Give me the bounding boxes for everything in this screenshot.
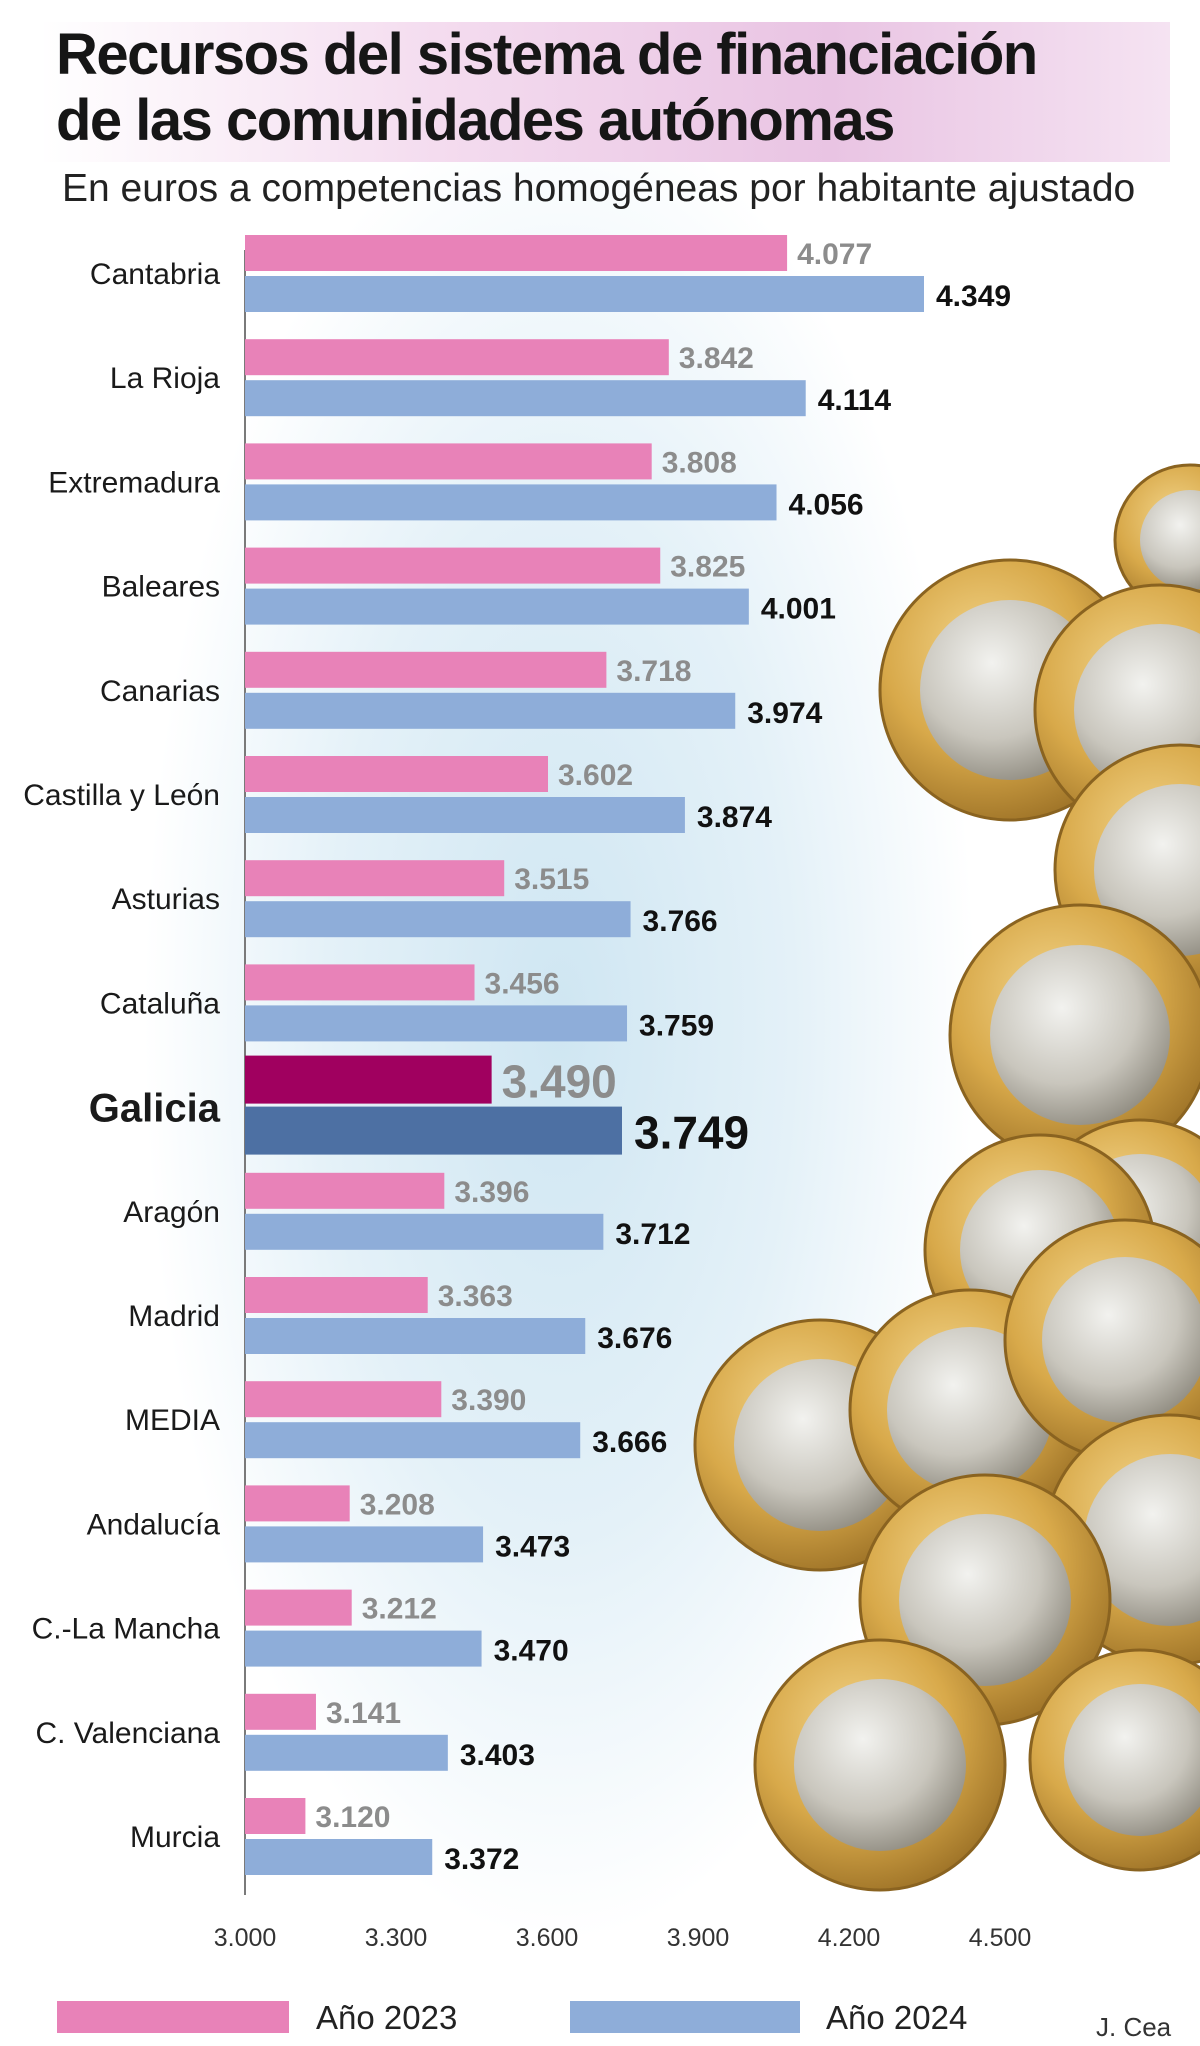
legend-label-2024: Año 2024 [826, 1999, 968, 2036]
value-label-2024-c-valenciana: 3.403 [460, 1739, 535, 1772]
value-label-2023-galicia: 3.490 [502, 1056, 617, 1108]
bar-2023-andalucia [245, 1485, 350, 1522]
value-label-2023-cataluna: 3.456 [485, 967, 560, 1000]
value-label-2024-extremadura: 4.056 [789, 488, 864, 521]
value-label-2023-aragon: 3.396 [454, 1176, 529, 1209]
value-label-2024-aragon: 3.712 [615, 1218, 690, 1251]
bar-2024-c-valenciana [245, 1734, 448, 1771]
chart-title-line-1: Recursos del sistema de financiación [56, 22, 1038, 87]
value-label-2023-canarias: 3.718 [616, 655, 691, 688]
value-label-2024-c-la-mancha: 3.470 [494, 1635, 569, 1668]
category-label-cantabria: Cantabria [90, 258, 220, 291]
category-label-aragon: Aragón [123, 1196, 220, 1229]
value-label-2024-la-rioja: 4.114 [818, 384, 892, 417]
legend-swatch-2024 [570, 2001, 800, 2033]
title-band [40, 22, 1170, 162]
value-label-2023-murcia: 3.120 [315, 1801, 390, 1834]
bar-2023-c-valenciana [245, 1693, 316, 1730]
bar-2024-galicia [245, 1106, 622, 1155]
value-label-2024-media: 3.666 [592, 1426, 667, 1459]
value-label-2024-baleares: 4.001 [761, 593, 836, 626]
bar-2023-la-rioja [245, 339, 669, 376]
x-tick-label-0: 3.000 [214, 1924, 277, 1952]
bar-2023-extremadura [245, 443, 652, 480]
value-label-2024-asturias: 3.766 [643, 905, 718, 938]
legend-label-2023: Año 2023 [316, 1999, 458, 2036]
category-label-asturias: Asturias [112, 883, 220, 916]
value-label-2023-extremadura: 3.808 [662, 446, 737, 479]
bar-2023-media [245, 1381, 442, 1418]
x-tick-label-5: 4.500 [969, 1924, 1032, 1952]
value-label-2024-madrid: 3.676 [597, 1322, 672, 1355]
value-label-2023-cantabria: 4.077 [797, 238, 872, 271]
category-label-c-valenciana: C. Valenciana [35, 1717, 220, 1750]
bar-2024-castilla-y-leon [245, 797, 685, 833]
author-credit: J. Cea [1096, 2012, 1172, 2042]
chart-title-line-2: de las comunidades autónomas [56, 88, 895, 153]
bar-2024-andalucia [245, 1526, 484, 1563]
bar-2023-cataluna [245, 964, 475, 1001]
x-tick-label-2: 3.600 [516, 1924, 579, 1952]
bar-2024-la-rioja [245, 380, 806, 417]
value-label-2023-media: 3.390 [451, 1384, 526, 1417]
value-label-2023-andalucia: 3.208 [360, 1488, 435, 1521]
bar-2023-madrid [245, 1277, 428, 1313]
x-tick-label-3: 3.900 [667, 1924, 730, 1952]
value-label-2023-la-rioja: 3.842 [679, 342, 754, 375]
chart-subtitle: En euros a competencias homogéneas por h… [62, 167, 1136, 210]
bar-2024-asturias [245, 901, 631, 938]
category-label-c-la-mancha: C.-La Mancha [32, 1613, 221, 1646]
bar-2023-cantabria [245, 235, 788, 271]
bar-2024-cantabria [245, 276, 924, 312]
bar-2023-c-la-mancha [245, 1589, 352, 1626]
category-label-castilla-y-leon: Castilla y León [23, 779, 220, 812]
category-label-la-rioja: La Rioja [110, 362, 220, 395]
bar-2023-galicia [245, 1055, 492, 1104]
value-label-2023-asturias: 3.515 [514, 863, 589, 896]
value-label-2024-cataluna: 3.759 [639, 1009, 714, 1042]
bar-2023-asturias [245, 860, 505, 897]
bar-2023-castilla-y-leon [245, 756, 549, 792]
value-label-2023-c-la-mancha: 3.212 [362, 1593, 437, 1626]
value-label-2024-galicia: 3.749 [634, 1107, 749, 1159]
bar-2024-media [245, 1422, 581, 1459]
bar-2024-baleares [245, 588, 749, 625]
bar-2024-aragon [245, 1213, 604, 1250]
bar-2024-extremadura [245, 484, 777, 521]
bar-2024-c-la-mancha [245, 1630, 482, 1667]
x-tick-label-4: 4.200 [818, 1924, 881, 1952]
category-label-madrid: Madrid [128, 1300, 220, 1333]
legend-swatch-2023 [57, 2001, 289, 2033]
category-label-andalucia: Andalucía [87, 1508, 221, 1541]
category-label-canarias: Canarias [100, 675, 220, 708]
bar-2024-cataluna [245, 1005, 628, 1042]
value-label-2023-c-valenciana: 3.141 [326, 1697, 401, 1730]
category-label-media: MEDIA [125, 1404, 220, 1437]
category-label-extremadura: Extremadura [48, 466, 220, 499]
bar-2023-canarias [245, 651, 607, 688]
value-label-2024-canarias: 3.974 [747, 697, 822, 730]
bar-2023-murcia [245, 1798, 306, 1834]
category-label-baleares: Baleares [102, 571, 220, 604]
bar-2024-madrid [245, 1318, 586, 1354]
bar-2024-murcia [245, 1839, 433, 1875]
bar-2024-canarias [245, 692, 736, 729]
value-label-2023-castilla-y-leon: 3.602 [558, 759, 633, 792]
category-label-galicia: Galicia [89, 1087, 221, 1131]
bar-2023-aragon [245, 1172, 445, 1209]
bar-2023-baleares [245, 547, 661, 584]
value-label-2024-cantabria: 4.349 [936, 280, 1011, 313]
chart-title: Recursos del sistema de financiación de … [56, 22, 1156, 154]
category-label-cataluna: Cataluña [100, 987, 220, 1020]
x-tick-label-1: 3.300 [365, 1924, 428, 1952]
value-label-2024-andalucia: 3.473 [495, 1530, 570, 1563]
category-label-murcia: Murcia [130, 1821, 220, 1854]
value-label-2024-murcia: 3.372 [444, 1843, 519, 1876]
value-label-2023-madrid: 3.363 [438, 1280, 513, 1313]
value-label-2024-castilla-y-leon: 3.874 [697, 801, 772, 834]
value-label-2023-baleares: 3.825 [670, 551, 745, 584]
